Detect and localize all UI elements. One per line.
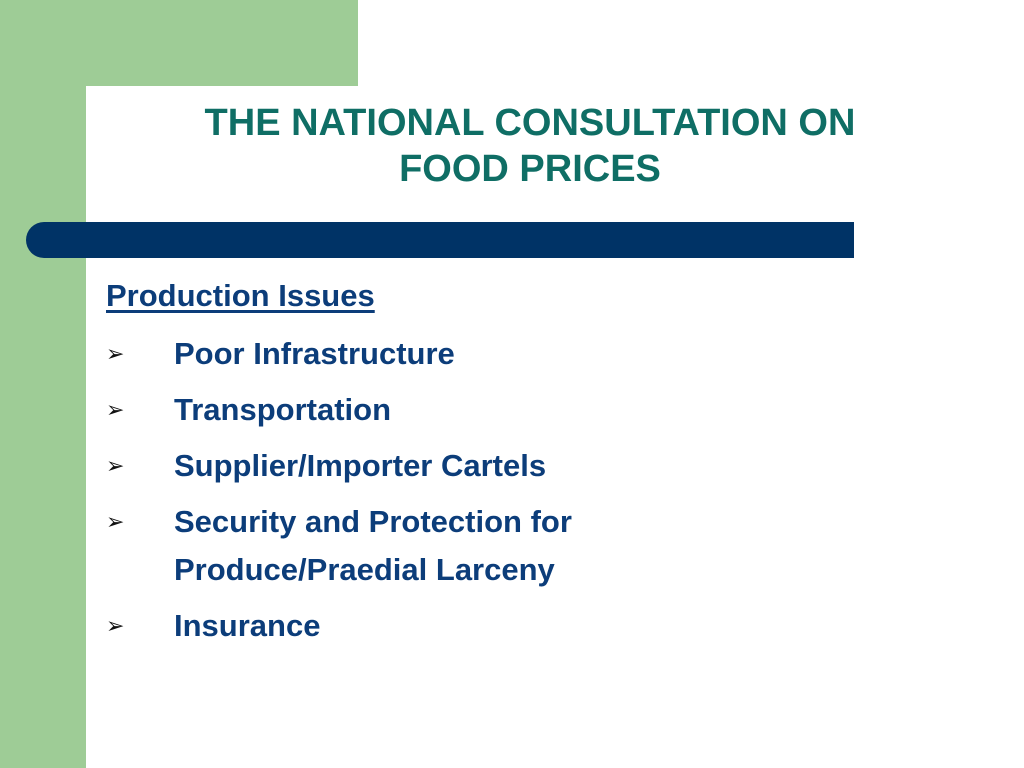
section-heading: Production Issues [106,278,375,313]
arrowhead-bullet-icon: ➢ [106,341,125,366]
bullet-text: Transportation [174,386,806,434]
bullet-text-line: Insurance [174,608,321,643]
bullet-text-line: Supplier/Importer Cartels [174,448,547,483]
bullet-item: ➢ Poor Infrastructure [106,330,806,378]
bullet-text: Security and Protection for Produce/Prae… [174,498,806,594]
bullet-text: Supplier/Importer Cartels [174,442,806,490]
slide-title: THE NATIONAL CONSULTATION ON FOOD PRICES [100,100,960,192]
bullet-text-line: Transportation [174,392,392,427]
bullet-item: ➢ Security and Protection for Produce/Pr… [106,498,806,594]
title-divider-bar [26,222,854,258]
bullet-list: ➢ Poor Infrastructure ➢ Transportation ➢… [106,330,806,658]
bullet-text: Poor Infrastructure [174,330,806,378]
top-green-band [0,0,358,86]
bullet-text-line: Poor Infrastructure [174,336,455,371]
slide-title-line: THE NATIONAL CONSULTATION ON [204,102,856,144]
arrowhead-bullet-icon: ➢ [106,453,125,478]
bullet-text-line: Produce/Praedial Larceny [174,552,555,587]
left-green-rail [0,0,86,768]
arrowhead-bullet-icon: ➢ [106,397,125,422]
bullet-text: Insurance [174,602,806,650]
bullet-item: ➢ Insurance [106,602,806,650]
bullet-text-line: Security and Protection for [174,504,572,539]
arrowhead-bullet-icon: ➢ [106,613,125,638]
arrowhead-bullet-icon: ➢ [106,509,125,534]
slide-title-line: FOOD PRICES [399,148,661,190]
bullet-item: ➢ Transportation [106,386,806,434]
bullet-item: ➢ Supplier/Importer Cartels [106,442,806,490]
